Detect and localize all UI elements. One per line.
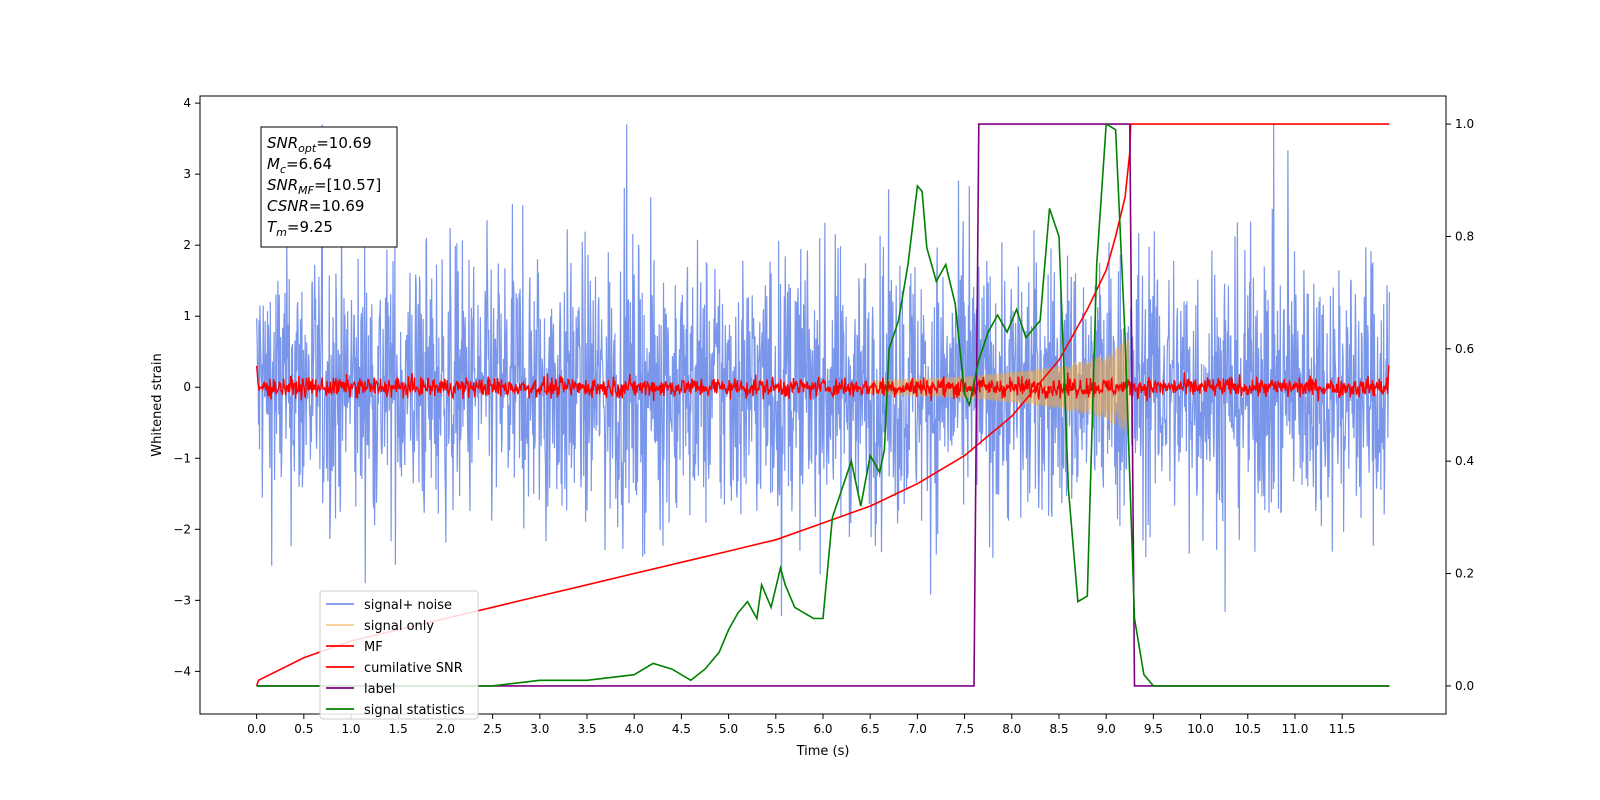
y-tick-label: −4 xyxy=(173,664,191,678)
series-mf-line xyxy=(255,365,1390,402)
x-tick-label: 2.0 xyxy=(436,722,455,736)
x-tick-label: 8.5 xyxy=(1049,722,1068,736)
y2-tick-label: 0.2 xyxy=(1455,567,1474,581)
y2-tick-label: 0.0 xyxy=(1455,679,1474,693)
x-tick-label: 6.5 xyxy=(861,722,880,736)
x-tick-label: 7.0 xyxy=(908,722,927,736)
annotation-line: Mc=6.64 xyxy=(267,155,332,176)
y-axis-right: 1.0 0.8 0.6 0.4 0.2 0.0 xyxy=(1446,117,1474,693)
annotation-line: Tm=9.25 xyxy=(267,218,333,239)
y-tick-label: −2 xyxy=(173,522,191,536)
x-axis-label: Time (s) xyxy=(796,744,850,759)
legend-label: MF xyxy=(364,640,383,655)
y-tick-label: 4 xyxy=(183,96,191,110)
x-tick-label: 1.0 xyxy=(341,722,360,736)
series-signal-noise-line xyxy=(256,124,1390,617)
x-tick-label: 2.5 xyxy=(483,722,502,736)
x-tick-label: 9.0 xyxy=(1097,722,1116,736)
x-tick-label: 3.5 xyxy=(577,722,596,736)
annotation-line: CSNR=10.69 xyxy=(267,197,364,215)
y2-tick-label: 1.0 xyxy=(1455,117,1474,131)
y2-tick-label: 0.8 xyxy=(1455,229,1474,243)
legend-label: label xyxy=(364,682,395,697)
x-tick-label: 7.5 xyxy=(955,722,974,736)
x-tick-label: 10.5 xyxy=(1234,722,1261,736)
legend: signal+ noise signal only MF cumilative SNR… xyxy=(319,590,479,720)
y-tick-label: 0 xyxy=(183,380,191,394)
x-tick-label: 4.5 xyxy=(672,722,691,736)
x-tick-label: 6.0 xyxy=(813,722,832,736)
x-tick-label: 4.0 xyxy=(625,722,644,736)
stats-annotation-box: SNRopt=10.69Mc=6.64SNRMF=[10.57]CSNR=10.… xyxy=(260,126,398,248)
x-tick-label: 8.0 xyxy=(1002,722,1021,736)
y-tick-label: 3 xyxy=(183,167,191,181)
legend-label: signal statistics xyxy=(364,703,465,718)
y-axis-left: 4 3 2 1 0 −1 −2 −3 −4 xyxy=(173,96,200,678)
y2-tick-label: 0.6 xyxy=(1455,342,1474,356)
x-tick-label: 1.5 xyxy=(389,722,408,736)
x-tick-label: 9.5 xyxy=(1144,722,1163,736)
annotation-frame xyxy=(260,126,398,248)
annotation-line: SNRopt=10.69 xyxy=(267,134,372,155)
x-tick-label: 3.0 xyxy=(530,722,549,736)
y-tick-label: −3 xyxy=(173,593,191,607)
x-tick-label: 0.5 xyxy=(294,722,313,736)
legend-frame xyxy=(319,590,479,720)
legend-label: cumilative SNR xyxy=(364,661,463,676)
y-tick-label: 2 xyxy=(183,238,191,252)
series-signal-statistics-line xyxy=(256,122,1390,687)
legend-label: signal only xyxy=(364,619,434,634)
annotation-line: SNRMF=[10.57] xyxy=(267,176,381,197)
x-tick-label: 5.5 xyxy=(766,722,785,736)
x-axis: 0.0 0.5 1.0 1.5 2.0 2.5 3.0 3.5 4.0 4.5 5.0 5.5 6.0 6… xyxy=(247,714,1356,736)
y-axis-label: Whitened strain xyxy=(150,353,165,456)
y2-tick-label: 0.4 xyxy=(1455,454,1474,468)
legend-label: signal+ noise xyxy=(364,598,452,613)
y-tick-label: −1 xyxy=(173,451,191,465)
x-tick-label: 10.0 xyxy=(1187,722,1214,736)
x-tick-label: 11.5 xyxy=(1329,722,1356,736)
y-tick-label: 1 xyxy=(183,309,191,323)
x-tick-label: 11.0 xyxy=(1282,722,1309,736)
x-tick-label: 5.0 xyxy=(719,722,738,736)
x-tick-label: 0.0 xyxy=(247,722,266,736)
